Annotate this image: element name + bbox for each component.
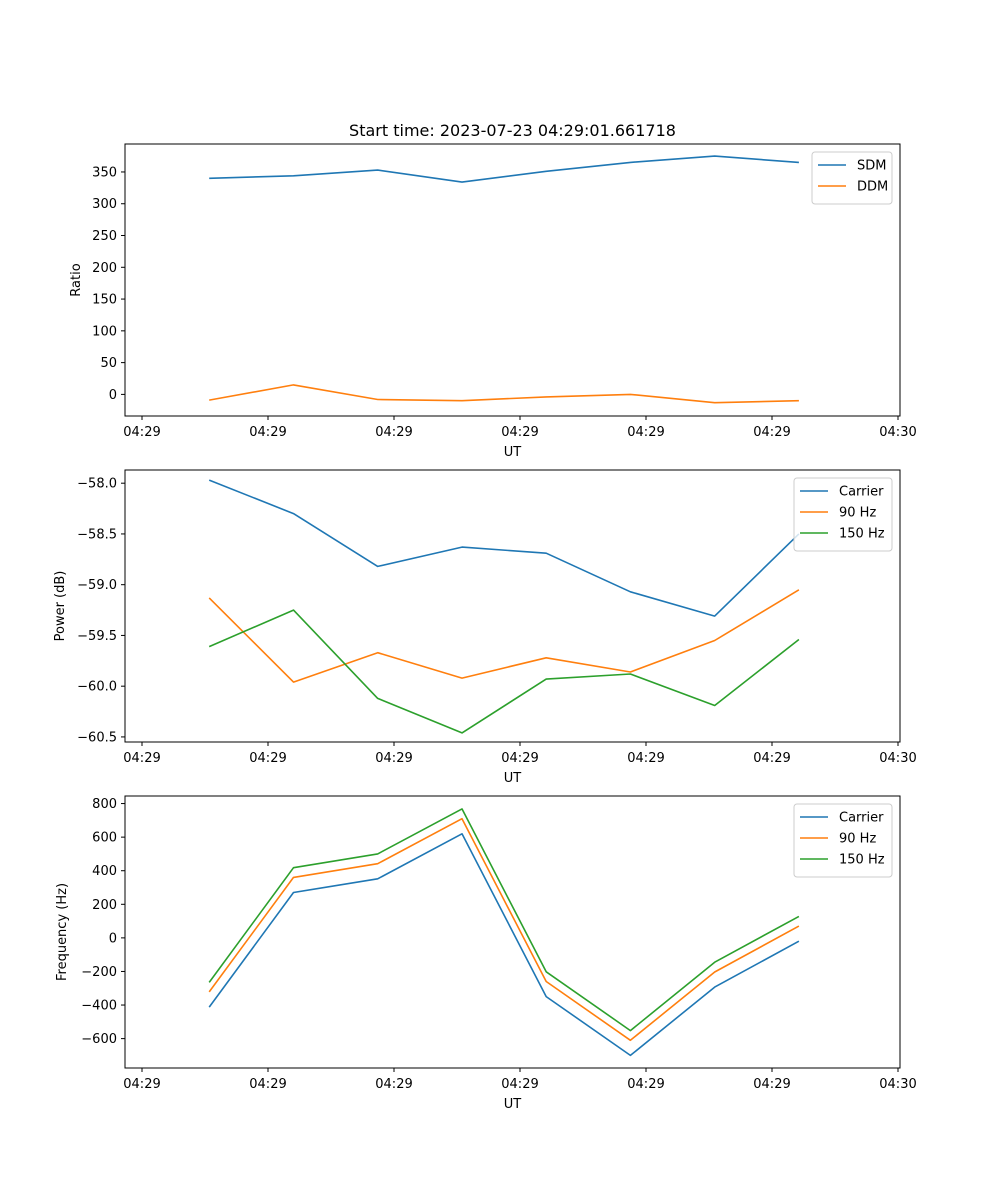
power-x-tick-label: 04:29: [249, 751, 286, 766]
ratio-legend-label: SDM: [857, 159, 886, 174]
power-y-tick-label: −58.0: [77, 477, 117, 492]
ratio-plot-area: [209, 155, 799, 404]
power-x-tick-label: 04:30: [879, 751, 916, 766]
frequency-plot-area: [208, 808, 800, 1057]
power-x-tick-label: 04:29: [627, 751, 664, 766]
power-legend-label: 90 Hz: [839, 506, 876, 521]
power-axes-frame: [124, 469, 901, 743]
ratio-y-axis-label: Ratio: [69, 263, 84, 296]
power-legend-label: Carrier: [839, 485, 884, 500]
ratio-x-tick-label: 04:30: [879, 425, 916, 440]
frequency-y-tick-label: −600: [81, 1032, 117, 1047]
power-x-tick-label: 04:29: [375, 751, 412, 766]
frequency-legend-label: 150 Hz: [839, 853, 885, 868]
frequency-legend: Carrier 90 Hz 150 Hz: [793, 803, 893, 878]
ratio-legend: SDM DDM: [811, 151, 893, 205]
ratio-x-axis-label: UT: [504, 445, 522, 460]
frequency-x-tick-label: 04:29: [627, 1077, 664, 1092]
ratio-x-tick-label: 04:29: [123, 425, 160, 440]
subplot-power: UT Power (dB) Carrier 90 Hz 150 Hz −58.0 −5…: [53, 469, 917, 786]
power-x-tick-label: 04:29: [501, 751, 538, 766]
power-y-tick-label: −60.5: [77, 730, 117, 745]
frequency-y-tick-label: 800: [92, 797, 117, 812]
power-y-tick-label: −59.5: [77, 629, 117, 644]
frequency-y-tick-label: 200: [92, 898, 117, 913]
ratio-legend-label: DDM: [857, 180, 888, 195]
ratio-y-tick-label: 250: [92, 229, 117, 244]
ratio-y-tick-label: 350: [92, 165, 117, 180]
frequency-y-tick-label: 0: [109, 931, 117, 946]
ratio-y-tick-label: 200: [92, 261, 117, 276]
power-x-tick-label: 04:29: [753, 751, 790, 766]
ratio-x-tick-label: 04:29: [249, 425, 286, 440]
ratio-series-ddm: [209, 384, 799, 404]
frequency-y-tick-label: −200: [81, 965, 117, 980]
frequency-x-tick-label: 04:29: [123, 1077, 160, 1092]
power-y-axis-label: Power (dB): [53, 571, 68, 642]
frequency-x-tick-label: 04:29: [249, 1077, 286, 1092]
frequency-y-tick-label: 400: [92, 864, 117, 879]
ratio-x-tick-label: 04:29: [501, 425, 538, 440]
ratio-x-tick-label: 04:29: [627, 425, 664, 440]
ratio-y-tick-label: 150: [92, 293, 117, 308]
power-y-tick-label: −58.5: [77, 527, 117, 542]
frequency-y-tick-label: 600: [92, 831, 117, 846]
ratio-x-tick-label: 04:29: [753, 425, 790, 440]
frequency-y-axis-label: Frequency (Hz): [55, 883, 70, 981]
frequency-x-axis-label: UT: [504, 1097, 522, 1112]
frequency-x-tick-label: 04:29: [753, 1077, 790, 1092]
frequency-x-tick-label: 04:29: [501, 1077, 538, 1092]
ratio-x-tick-label: 04:29: [375, 425, 412, 440]
frequency-series-90-hz: [208, 817, 800, 1042]
ratio-series-sdm: [209, 155, 799, 183]
power-plot-area: [208, 479, 800, 734]
ratio-y-tick-label: 50: [100, 356, 117, 371]
ratio-y-tick-label: 0: [109, 388, 117, 403]
frequency-axes-frame: [124, 795, 901, 1069]
frequency-x-tick-label: 04:30: [879, 1077, 916, 1092]
ratio-y-tick-label: 300: [92, 197, 117, 212]
power-x-tick-label: 04:29: [123, 751, 160, 766]
power-x-axis-label: UT: [504, 771, 522, 786]
power-legend: Carrier 90 Hz 150 Hz: [793, 477, 893, 552]
power-series-carrier: [208, 479, 800, 617]
subplot-ratio: Start time: 2023-07-23 04:29:01.661718 U…: [69, 121, 917, 460]
ratio-y-tick-label: 100: [92, 324, 117, 339]
power-series-150-hz: [208, 609, 800, 734]
frequency-legend-label: Carrier: [839, 811, 884, 826]
power-legend-label: 150 Hz: [839, 527, 885, 542]
chart-title: Start time: 2023-07-23 04:29:01.661718: [349, 121, 676, 140]
power-y-tick-label: −59.0: [77, 578, 117, 593]
frequency-y-tick-label: −400: [81, 999, 117, 1014]
frequency-x-tick-label: 04:29: [375, 1077, 412, 1092]
power-y-tick-label: −60.0: [77, 680, 117, 695]
power-series-90-hz: [208, 589, 800, 683]
frequency-series-carrier: [208, 832, 800, 1057]
frequency-series-150-hz: [208, 808, 800, 1032]
subplot-frequency: UT Frequency (Hz) Carrier 90 Hz 150 Hz 800…: [55, 795, 917, 1112]
frequency-legend-label: 90 Hz: [839, 832, 876, 847]
ratio-axes-frame: [124, 143, 901, 417]
